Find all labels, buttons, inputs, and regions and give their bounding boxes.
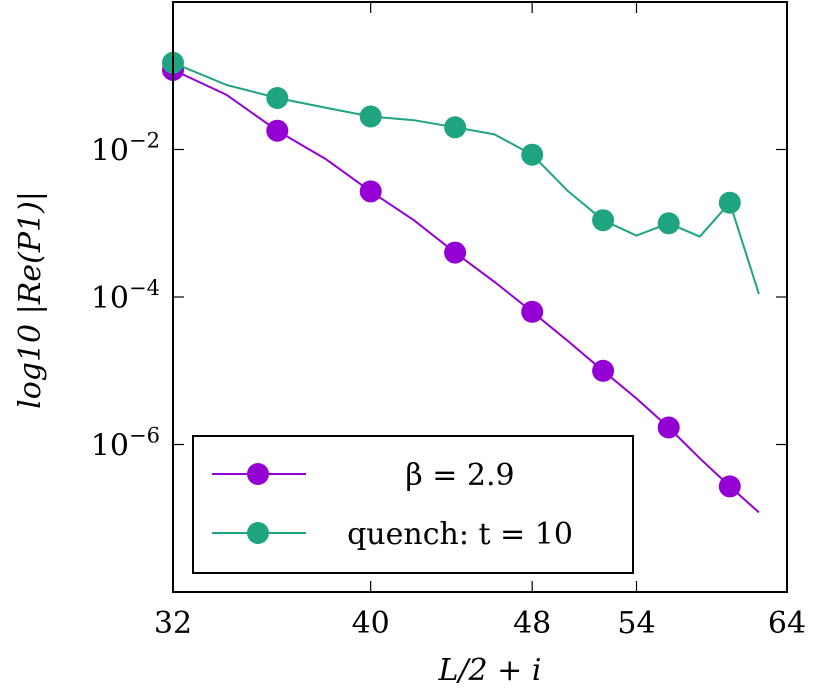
series-1-point	[521, 300, 544, 323]
series-1-point	[444, 241, 467, 264]
series-1-point	[266, 119, 289, 142]
series-2-point	[266, 87, 289, 109]
series-2-point	[718, 191, 741, 214]
legend-marker-series-1	[247, 463, 269, 485]
legend: β = 2.9 quench: t = 10	[192, 435, 634, 574]
series-2-point	[592, 209, 615, 232]
series-1-point	[592, 359, 615, 382]
legend-marker-series-2	[247, 522, 269, 544]
x-tick-label: 32	[154, 606, 192, 641]
series-2-point	[657, 212, 680, 235]
x-tick-label: 40	[352, 606, 390, 641]
series-2	[162, 51, 760, 295]
legend-box	[192, 435, 634, 574]
x-axis-label: L/2 + i	[438, 653, 542, 688]
x-tick-label: 54	[617, 606, 655, 641]
y-tick-label: 10−6	[91, 424, 160, 464]
y-tick-label: 10−4	[91, 276, 160, 316]
x-tick-label: 48	[513, 606, 551, 641]
x-tick-label: 64	[768, 606, 806, 641]
series-2-point	[359, 105, 382, 128]
y-tick-label: 10−2	[91, 129, 160, 169]
y-axis-label: log10 |Re(P1)|	[13, 191, 48, 409]
series-1-point	[657, 416, 680, 439]
series-1-point	[359, 180, 382, 203]
series-1-point	[718, 475, 741, 498]
series-1	[162, 58, 760, 514]
series-layer	[162, 51, 760, 514]
tick-layer: 32 40 48 54 64 10−2 10−4 10−6	[91, 2, 806, 641]
series-2-point	[521, 143, 544, 166]
series-1-line	[172, 68, 760, 514]
legend-label-series-2: quench: t = 10	[347, 517, 573, 552]
series-2-line	[172, 61, 760, 295]
legend-label-series-1: β = 2.9	[405, 458, 514, 493]
series-2-point	[444, 116, 467, 139]
